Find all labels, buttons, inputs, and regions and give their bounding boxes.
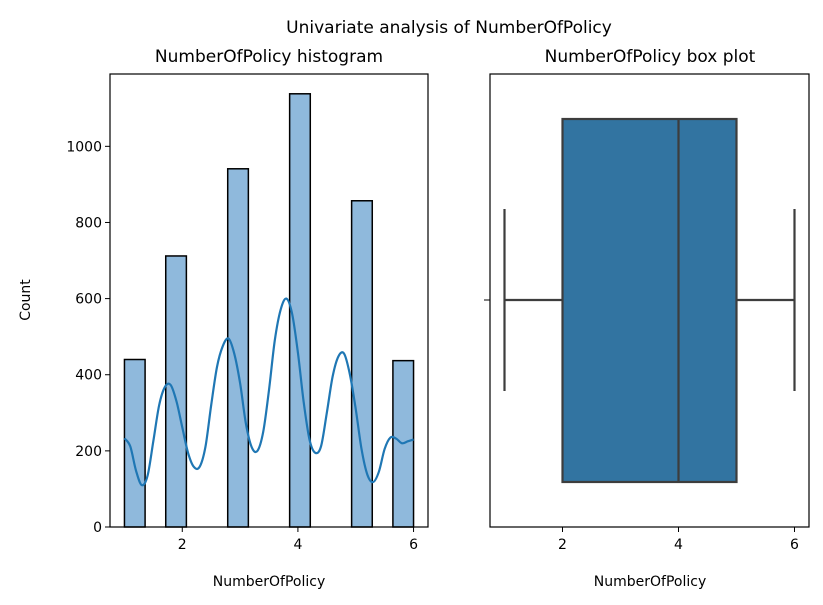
histogram-bar bbox=[164, 255, 188, 528]
x-tick-label: 6 bbox=[409, 537, 418, 553]
boxplot-frame bbox=[489, 73, 810, 528]
y-tick-label: 800 bbox=[75, 215, 102, 231]
histogram-x-ticks: 2 4 6 bbox=[178, 527, 418, 553]
histogram-bar bbox=[226, 168, 250, 528]
boxplot-elements bbox=[503, 117, 796, 484]
x-tick-label: 4 bbox=[674, 537, 683, 553]
histogram-title: NumberOfPolicy histogram bbox=[155, 47, 383, 67]
x-tick-label: 2 bbox=[558, 537, 567, 553]
kde-line bbox=[123, 297, 414, 487]
boxplot-title: NumberOfPolicy box plot bbox=[545, 47, 756, 67]
y-tick-label: 1000 bbox=[66, 139, 102, 155]
histogram-bar bbox=[288, 93, 312, 528]
y-tick-label: 400 bbox=[75, 368, 102, 384]
y-tick-label: 0 bbox=[93, 520, 102, 536]
histogram-ylabel: Count bbox=[18, 279, 34, 321]
x-tick-label: 2 bbox=[178, 537, 187, 553]
x-tick-label: 4 bbox=[293, 537, 302, 553]
boxplot-panel: NumberOfPolicy box plot 2 4 6 NumberOfPoli… bbox=[484, 47, 810, 590]
histogram-xlabel: NumberOfPolicy bbox=[213, 574, 325, 590]
y-tick-label: 600 bbox=[75, 292, 102, 308]
histogram-y-ticks: 0 200 400 600 800 1000 bbox=[66, 139, 110, 536]
boxplot-xlabel: NumberOfPolicy bbox=[594, 574, 706, 590]
figure-suptitle: Univariate analysis of NumberOfPolicy bbox=[286, 18, 612, 38]
x-tick-label: 6 bbox=[790, 537, 799, 553]
y-tick-label: 200 bbox=[75, 444, 102, 460]
histogram-bars bbox=[123, 93, 415, 528]
histogram-frame bbox=[109, 73, 429, 528]
boxplot-x-ticks: 2 4 6 bbox=[558, 527, 799, 553]
histogram-panel: NumberOfPolicy histogram 2 4 6 0 200 400 600 8… bbox=[18, 47, 429, 590]
iqr-box bbox=[561, 117, 738, 484]
